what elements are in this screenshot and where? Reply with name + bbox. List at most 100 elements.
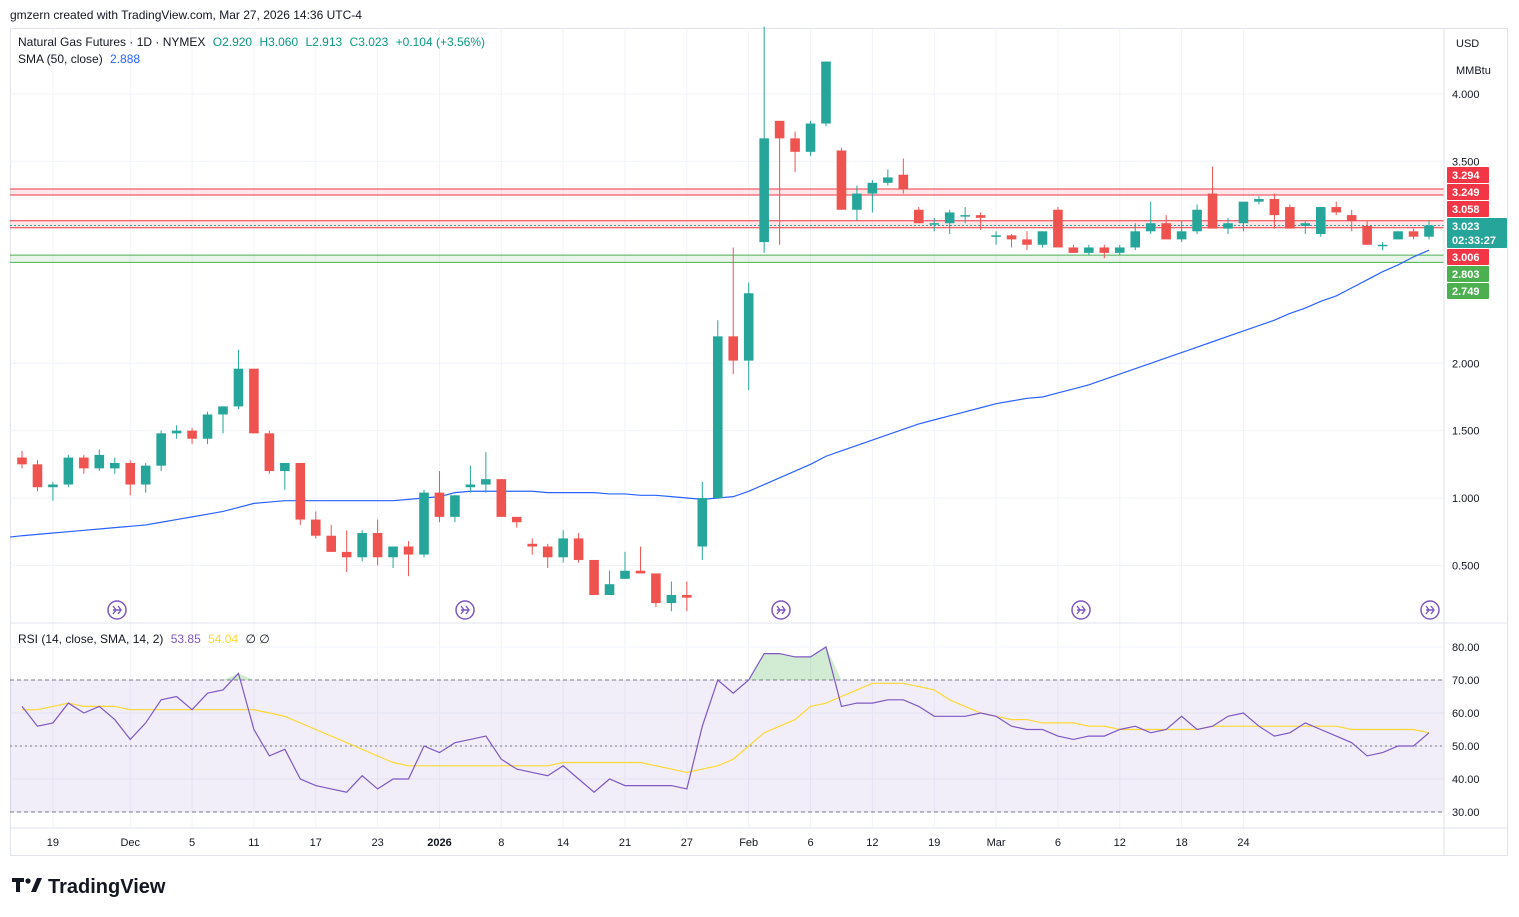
candle-body bbox=[898, 174, 909, 190]
candle bbox=[1223, 217, 1233, 234]
candle bbox=[1285, 204, 1295, 229]
candle bbox=[357, 530, 367, 562]
candle bbox=[48, 481, 58, 501]
event-marker-icon bbox=[1071, 600, 1091, 620]
price-label-text: 3.006 bbox=[1452, 252, 1480, 264]
candle-body bbox=[1145, 223, 1156, 232]
price-label-text: 3.023 bbox=[1452, 221, 1480, 233]
candle bbox=[666, 581, 677, 612]
candle-body bbox=[187, 430, 197, 439]
time-tick: Mar bbox=[987, 837, 1006, 849]
candle bbox=[1408, 228, 1419, 240]
legend-low: L2.913 bbox=[305, 35, 343, 49]
event-marker-icon bbox=[1420, 600, 1440, 620]
candle-body bbox=[759, 138, 769, 243]
candle bbox=[1099, 244, 1110, 259]
candle-body bbox=[1053, 209, 1063, 248]
time-tick: 14 bbox=[557, 837, 569, 849]
candle-body bbox=[1223, 223, 1233, 229]
candle-body bbox=[218, 406, 228, 415]
price-label-support: 2.803 bbox=[1447, 266, 1489, 282]
price-tick: 0.500 bbox=[1452, 560, 1480, 572]
price-label-bg bbox=[1447, 201, 1489, 217]
candle-body bbox=[233, 368, 244, 407]
candle bbox=[527, 538, 538, 555]
candle-body bbox=[589, 559, 599, 595]
candle-body bbox=[743, 293, 754, 361]
rsi-value: 53.85 bbox=[170, 632, 201, 646]
candle-body bbox=[1331, 207, 1342, 213]
candle bbox=[1192, 204, 1202, 234]
legend-high: H3.060 bbox=[259, 35, 299, 49]
symbol-legend[interactable]: Natural Gas Futures · 1D · NYMEX O2.920 … bbox=[18, 35, 489, 49]
candle bbox=[991, 231, 1001, 245]
price-tick: 1.000 bbox=[1452, 493, 1480, 505]
candle-body bbox=[310, 519, 321, 536]
candle-body bbox=[651, 573, 661, 604]
sma-legend[interactable]: SMA (50, close) 2.888 bbox=[18, 52, 144, 66]
candle bbox=[604, 570, 615, 595]
candle-body bbox=[1393, 231, 1403, 240]
candle bbox=[109, 457, 120, 474]
rsi-tick: 70.00 bbox=[1452, 675, 1480, 687]
candle-body bbox=[63, 457, 74, 485]
legend-change: +0.104 (+3.56%) bbox=[395, 35, 485, 49]
candle bbox=[944, 209, 955, 234]
candle-body bbox=[790, 138, 800, 152]
zone-resistance bbox=[10, 188, 1444, 196]
candle bbox=[481, 452, 491, 493]
candle bbox=[450, 495, 460, 523]
rsi-sma-value: 54.04 bbox=[208, 632, 239, 646]
candle bbox=[1362, 220, 1372, 245]
event-marker-icon bbox=[455, 600, 475, 620]
rsi-legend[interactable]: RSI (14, close, SMA, 14, 2) 53.85 54.04 … bbox=[18, 632, 274, 646]
candle-body bbox=[604, 584, 615, 595]
candle-body bbox=[929, 223, 940, 225]
candle bbox=[403, 541, 414, 577]
candle bbox=[79, 454, 89, 474]
price-label-resistance: 3.249 bbox=[1447, 184, 1489, 200]
price-label-bg bbox=[1447, 232, 1507, 248]
rsi-tick: 40.00 bbox=[1452, 774, 1480, 786]
candle bbox=[140, 462, 151, 493]
sma-label: SMA (50, close) bbox=[18, 52, 103, 66]
candle-body bbox=[542, 546, 553, 558]
candle-body bbox=[573, 538, 584, 560]
candle-body bbox=[48, 484, 58, 488]
candle-body bbox=[1377, 244, 1388, 247]
candle-body bbox=[372, 533, 383, 558]
candle bbox=[1238, 201, 1249, 232]
candle-body bbox=[697, 498, 708, 547]
candle-body bbox=[620, 570, 630, 579]
rsi-tick: 60.00 bbox=[1452, 708, 1480, 720]
candle bbox=[651, 573, 661, 608]
candle-body bbox=[682, 594, 692, 598]
candle-body bbox=[202, 414, 213, 439]
candle bbox=[1207, 166, 1218, 229]
candle-body bbox=[821, 61, 831, 124]
candle bbox=[341, 530, 352, 573]
event-arrow bbox=[112, 605, 122, 615]
candle bbox=[218, 406, 228, 434]
tradingview-logo-text: TradingView bbox=[48, 876, 166, 898]
candle-body bbox=[1176, 231, 1187, 240]
candle-body bbox=[1315, 207, 1326, 234]
candle-body bbox=[419, 492, 429, 555]
candle bbox=[171, 425, 182, 439]
candle-body bbox=[481, 479, 491, 485]
tradingview-logo[interactable]: TradingView bbox=[12, 876, 165, 899]
candle bbox=[295, 462, 306, 525]
candle-body bbox=[728, 336, 739, 361]
price-label-bg bbox=[1447, 167, 1489, 183]
candle bbox=[774, 120, 785, 245]
candle-body bbox=[326, 535, 337, 552]
time-tick: 19 bbox=[47, 837, 59, 849]
candle-body bbox=[913, 209, 924, 224]
candle-body bbox=[341, 551, 352, 558]
time-tick: 12 bbox=[1114, 837, 1126, 849]
rsi-tick: 30.00 bbox=[1452, 807, 1480, 819]
candle-body bbox=[774, 120, 785, 139]
candle bbox=[1145, 201, 1156, 234]
price-label-bg bbox=[1447, 218, 1507, 234]
